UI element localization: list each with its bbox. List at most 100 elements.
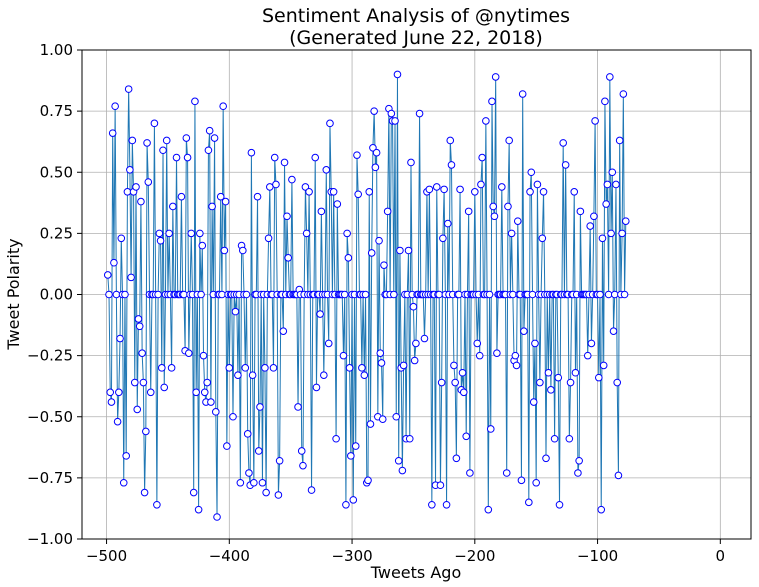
data-point [317, 207, 326, 216]
data-point [455, 290, 463, 299]
data-point [138, 349, 146, 357]
data-point [210, 134, 219, 142]
data-point [606, 73, 614, 81]
data-point [603, 180, 612, 189]
data-point [475, 351, 484, 360]
data-point [594, 373, 603, 382]
data-point [342, 500, 350, 509]
data-point [566, 378, 575, 387]
data-point [444, 219, 452, 228]
data-point [208, 202, 216, 211]
data-point [133, 405, 142, 414]
tick-layer: −500 −400 −300 −200 −100 0 −1.00 −0.75 −0.50 −0.2… [27, 41, 725, 565]
data-point [554, 373, 563, 382]
data-point [162, 136, 171, 145]
data-point [486, 425, 495, 433]
y-tick-label: −0.75 [27, 469, 73, 487]
data-point [137, 197, 145, 206]
data-point [216, 192, 225, 201]
x-tick-label: −400 [209, 547, 250, 565]
data-point [307, 486, 316, 494]
data-point [258, 478, 267, 487]
chart-title-line-1: Sentiment Analysis of @nytimes [262, 5, 570, 27]
x-tick-label: −100 [577, 547, 618, 565]
data-point [493, 349, 501, 357]
x-tick-label: 0 [716, 547, 726, 565]
data-point [127, 273, 135, 282]
data-point [604, 290, 613, 299]
data-point [550, 434, 559, 443]
data-point [559, 139, 567, 147]
data-point [471, 188, 479, 196]
data-point [297, 447, 306, 455]
data-point [477, 180, 485, 189]
data-point [223, 442, 231, 450]
data-point [392, 412, 401, 421]
data-point [200, 388, 209, 397]
data-point [509, 290, 517, 299]
data-point [615, 136, 624, 145]
data-point [498, 183, 506, 191]
data-point [191, 97, 199, 106]
data-point [103, 271, 112, 279]
data-point [412, 339, 420, 348]
data-point [340, 290, 349, 299]
y-tick-label: 0.00 [40, 286, 73, 304]
data-point [555, 500, 564, 509]
data-point [415, 109, 424, 118]
data-point [254, 447, 263, 455]
data-point [618, 229, 626, 238]
data-point [437, 378, 446, 387]
data-point [525, 498, 533, 507]
data-point [570, 188, 579, 196]
data-point [404, 246, 413, 255]
y-tick-label: 0.50 [40, 163, 73, 181]
data-point [256, 403, 264, 411]
data-point [378, 415, 387, 423]
data-point [596, 290, 604, 299]
data-point [302, 229, 311, 238]
y-tick-label: 0.75 [40, 102, 73, 120]
data-point [284, 254, 293, 262]
data-point [464, 207, 473, 216]
data-point [436, 481, 445, 490]
data-point [111, 102, 119, 111]
data-point [294, 403, 302, 411]
data-point [538, 234, 547, 243]
data-point [462, 432, 471, 441]
data-point [262, 488, 270, 497]
data-point [241, 364, 250, 372]
data-point [366, 420, 375, 428]
data-point [602, 200, 610, 208]
data-point [586, 222, 594, 230]
data-point [156, 236, 165, 245]
data-point [478, 153, 486, 162]
data-point [266, 183, 274, 191]
data-point [183, 153, 192, 162]
data-point [196, 229, 204, 238]
data-point [247, 148, 256, 157]
data-point [121, 290, 129, 299]
data-point [377, 359, 386, 367]
data-point [621, 217, 630, 225]
data-point [608, 168, 617, 177]
data-point [253, 192, 262, 201]
data-point [520, 327, 528, 335]
data-point [172, 153, 181, 162]
data-point [299, 461, 307, 470]
data-point [142, 427, 150, 436]
data-point [261, 364, 269, 372]
y-tick-label: −0.50 [27, 408, 73, 426]
data-point [349, 496, 358, 504]
data-point [420, 334, 429, 343]
y-tick-label: −0.25 [27, 347, 73, 365]
data-point [311, 153, 320, 162]
data-point [452, 454, 461, 463]
data-point [312, 383, 321, 392]
data-point [442, 500, 451, 509]
data-point [110, 258, 118, 267]
data-point [320, 371, 328, 379]
data-point [339, 351, 348, 360]
data-point [326, 119, 334, 128]
data-point [123, 188, 132, 196]
